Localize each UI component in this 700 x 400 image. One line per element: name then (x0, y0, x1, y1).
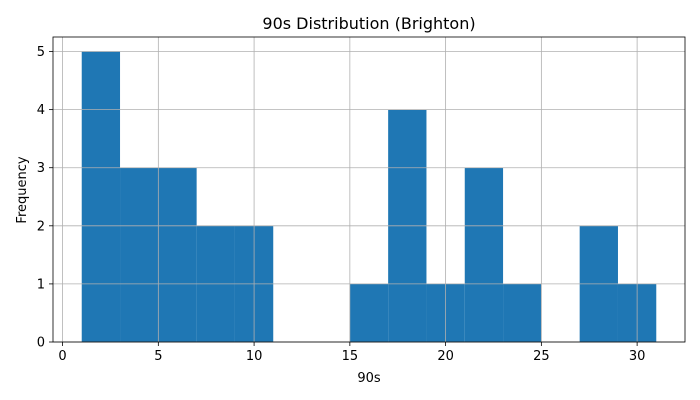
y-tick-label: 1 (37, 277, 45, 292)
histogram-bar-7 (349, 283, 389, 342)
y-tick-label: 0 (37, 336, 45, 351)
histogram-bars (81, 51, 657, 343)
y-axis-label: Frequency (15, 156, 30, 223)
plot-frame (52, 36, 686, 343)
x-tick-label: 30 (629, 349, 646, 364)
y-tick-label: 3 (37, 161, 45, 176)
histogram-bar-2 (158, 167, 197, 342)
y-tick-label: 4 (37, 103, 45, 118)
histogram-bar-0 (81, 51, 121, 343)
x-tick-label: 20 (437, 349, 454, 364)
histogram-bar-1 (120, 167, 159, 342)
y-tick-label: 5 (37, 45, 45, 60)
x-tick-label: 15 (342, 349, 359, 364)
y-tick-label: 2 (37, 219, 45, 234)
x-tick-label: 25 (533, 349, 550, 364)
grid-lines (53, 37, 685, 343)
x-tick-label: 10 (246, 349, 263, 364)
histogram-bar-11 (503, 283, 542, 342)
histogram-bar-10 (464, 167, 504, 342)
x-axis-ticks: 0 5 10 15 20 25 30 (58, 342, 645, 364)
x-tick-label: 0 (58, 349, 66, 364)
x-tick-label: 5 (154, 349, 162, 364)
chart-title: 90s Distribution (Brighton) (262, 14, 475, 33)
y-axis-ticks: 0 1 2 3 4 5 (37, 45, 53, 351)
x-axis-label: 90s (357, 371, 381, 386)
